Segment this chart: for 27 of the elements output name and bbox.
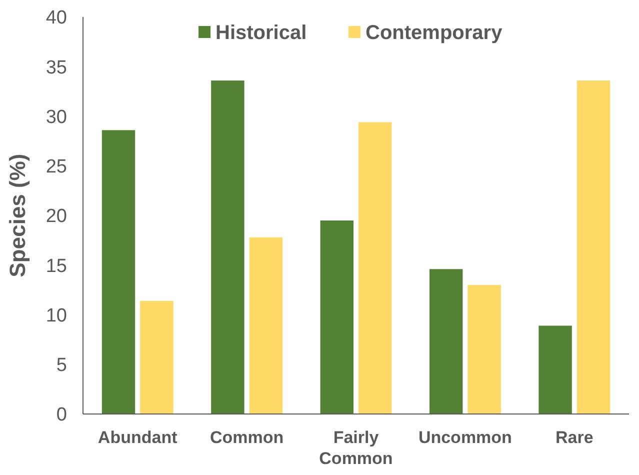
legend-label: Historical	[216, 22, 307, 44]
y-tick-label: 30	[46, 106, 67, 128]
x-tick-label: Fairly Common	[319, 428, 393, 468]
y-tick-label: 10	[46, 305, 67, 326]
y-tick-label: 5	[56, 355, 67, 376]
y-tick-label: 25	[46, 156, 67, 178]
legend-label: Contemporary	[366, 22, 504, 44]
y-tick-label: 0	[56, 404, 67, 426]
y-tick-label: 40	[46, 8, 67, 29]
bar	[538, 326, 572, 414]
y-tick-label: 15	[46, 256, 67, 277]
y-tick-label: 20	[46, 206, 67, 228]
bar	[249, 237, 283, 414]
bar	[576, 80, 610, 414]
bar	[358, 122, 392, 414]
bar	[140, 300, 174, 414]
x-tick-label: Abundant	[98, 428, 178, 447]
x-tick-label: Rare	[555, 428, 594, 447]
bar	[102, 130, 136, 414]
x-tick-label: Common	[210, 428, 284, 447]
y-axis-title: Species (%)	[5, 154, 30, 278]
bar	[429, 269, 463, 414]
bar	[211, 80, 244, 414]
x-tick-label: Uncommon	[418, 428, 512, 447]
y-tick-label: 35	[46, 57, 67, 78]
bar	[468, 284, 501, 414]
bar	[320, 220, 354, 414]
